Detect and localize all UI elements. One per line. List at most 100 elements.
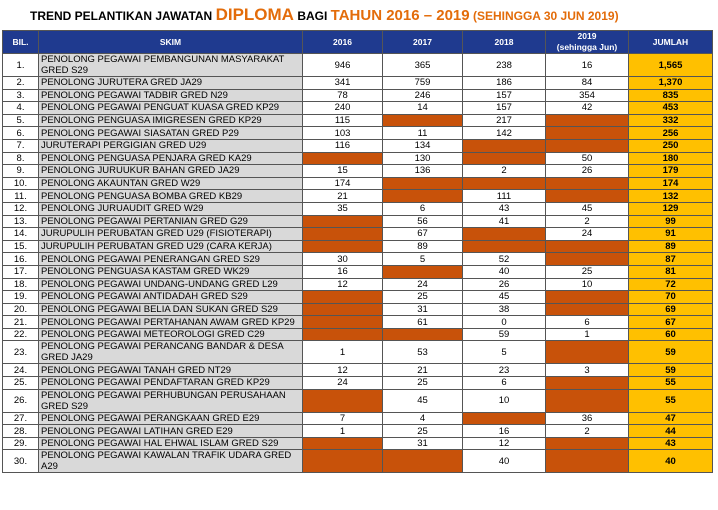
table-row: 6. PENOLONG PEGAWAI SIASATAN GRED P29 103 1… xyxy=(2,126,713,140)
cell-value: 111 xyxy=(462,189,546,203)
cell-value: 240 xyxy=(302,101,383,115)
cell-value: 115 xyxy=(302,113,383,128)
cell-value: 5 xyxy=(382,252,463,266)
cell-value: 43 xyxy=(462,201,546,216)
empty-cell xyxy=(302,214,383,229)
header-text: 2019 xyxy=(577,31,597,42)
table-row: 7. JURUTERAPI PERGIGIAN GRED U29 116 134 250 xyxy=(2,138,713,153)
table-row: 18. PENOLONG PEGAWAI UNDANG-UNDANG GRED L… xyxy=(2,277,713,292)
table-row: 25. PENOLONG PEGAWAI PENDAFTARAN GRED KP2… xyxy=(2,376,713,390)
cell-value: 25 xyxy=(382,290,463,304)
cell-value: 35 xyxy=(302,201,383,216)
row-number: 26. xyxy=(2,388,39,413)
total-value: 180 xyxy=(628,151,713,166)
cell-value: 1 xyxy=(545,327,629,342)
empty-cell xyxy=(382,327,463,342)
table-row: 29. PENOLONG PEGAWAI HAL EHWAL ISLAM GRED… xyxy=(2,436,713,451)
skim-name: PENOLONG PEGAWAI PENERANGAN GRED S29 xyxy=(38,252,303,266)
cell-value: 78 xyxy=(302,88,383,103)
table-row: 14. JURUPULIH PERUBATAN GRED U29 (FISIOTE… xyxy=(2,227,713,241)
total-value: 59 xyxy=(628,363,713,378)
cell-value: 11 xyxy=(382,126,463,140)
total-value: 59 xyxy=(628,340,713,365)
skim-name: PENOLONG JURUUKUR BAHAN GRED JA29 xyxy=(38,164,303,178)
skim-name: PENOLONG PENGUASA IMIGRESEN GRED KP29 xyxy=(38,113,303,128)
row-number: 8. xyxy=(2,151,39,166)
skim-name: PENOLONG PEGAWAI BELIA DAN SUKAN GRED S2… xyxy=(38,302,303,317)
table-row: 23. PENOLONG PEGAWAI PERANCANG BANDAR & D… xyxy=(2,340,713,365)
cell-value: 103 xyxy=(302,126,383,140)
row-number: 10. xyxy=(2,176,39,191)
header-cell: JUMLAH xyxy=(628,30,713,54)
skim-name: PENOLONG PEGAWAI PERANCANG BANDAR & DESA… xyxy=(38,340,303,365)
skim-name: PENOLONG PEGAWAI LATIHAN GRED E29 xyxy=(38,424,303,438)
total-value: 81 xyxy=(628,264,713,279)
title-highlight: TAHUN 2016 – 2019 xyxy=(330,7,470,24)
table-row: 15. JURUPULIH PERUBATAN GRED U29 (CARA KE… xyxy=(2,239,713,254)
cell-value: 16 xyxy=(302,264,383,279)
cell-value: 31 xyxy=(382,302,463,317)
total-value: 44 xyxy=(628,424,713,438)
empty-cell xyxy=(462,176,546,191)
empty-cell xyxy=(302,227,383,241)
cell-value: 157 xyxy=(462,88,546,103)
empty-cell xyxy=(302,327,383,342)
total-value: 174 xyxy=(628,176,713,191)
row-number: 21. xyxy=(2,315,39,329)
empty-cell xyxy=(382,449,463,474)
cell-value: 25 xyxy=(382,376,463,390)
cell-value: 24 xyxy=(382,277,463,292)
row-number: 3. xyxy=(2,88,39,103)
cell-value: 10 xyxy=(462,388,546,413)
row-number: 9. xyxy=(2,164,39,178)
cell-value: 14 xyxy=(382,101,463,115)
total-value: 256 xyxy=(628,126,713,140)
total-value: 89 xyxy=(628,239,713,254)
cell-value: 25 xyxy=(545,264,629,279)
cell-value: 186 xyxy=(462,76,546,90)
header-cell: 2017 xyxy=(382,30,463,54)
empty-cell xyxy=(545,340,629,365)
total-value: 72 xyxy=(628,277,713,292)
cell-value: 157 xyxy=(462,101,546,115)
title-highlight: (SEHINGGA 30 JUN 2019) xyxy=(472,9,619,23)
total-value: 55 xyxy=(628,388,713,413)
cell-value: 217 xyxy=(462,113,546,128)
empty-cell xyxy=(545,176,629,191)
cell-value: 136 xyxy=(382,164,463,178)
empty-cell xyxy=(302,290,383,304)
cell-value: 56 xyxy=(382,214,463,229)
header-cell: SKIM xyxy=(38,30,303,54)
cell-value: 61 xyxy=(382,315,463,329)
cell-value: 42 xyxy=(545,101,629,115)
empty-cell xyxy=(302,151,383,166)
empty-cell xyxy=(545,302,629,317)
cell-value: 52 xyxy=(462,252,546,266)
cell-value: 1 xyxy=(302,340,383,365)
empty-cell xyxy=(382,264,463,279)
header-text: (sehingga Jun) xyxy=(556,42,618,52)
empty-cell xyxy=(462,239,546,254)
table-row: 3. PENOLONG PEGAWAI TADBIR GRED N29 78 246 1… xyxy=(2,88,713,103)
row-number: 11. xyxy=(2,189,39,203)
cell-value: 238 xyxy=(462,53,546,77)
row-number: 5. xyxy=(2,113,39,128)
cell-value: 0 xyxy=(462,315,546,329)
table-row: 21. PENOLONG PEGAWAI PERTAHANAN AWAM GRED… xyxy=(2,315,713,329)
header-row: BIL. SKIM 2016 2017 2018 2019 (sehingga Jun) JU… xyxy=(2,30,713,54)
title-text: TREND PELANTIKAN JAWATAN xyxy=(30,9,213,23)
table-row: 22. PENOLONG PEGAWAI METEOROLOGI GRED C29… xyxy=(2,327,713,342)
cell-value: 4 xyxy=(382,411,463,426)
skim-name: PENOLONG PENGUASA PENJARA GRED KA29 xyxy=(38,151,303,166)
skim-name: PENOLONG PEGAWAI UNDANG-UNDANG GRED L29 xyxy=(38,277,303,292)
row-number: 13. xyxy=(2,214,39,229)
skim-name: JURUPULIH PERUBATAN GRED U29 (CARA KERJA… xyxy=(38,239,303,254)
cell-value: 341 xyxy=(302,76,383,90)
row-number: 6. xyxy=(2,126,39,140)
table-row: 17. PENOLONG PENGUASA KASTAM GRED WK29 16 4… xyxy=(2,264,713,279)
table-row: 8. PENOLONG PENGUASA PENJARA GRED KA29 130… xyxy=(2,151,713,166)
skim-name: PENOLONG PENGUASA BOMBA GRED KB29 xyxy=(38,189,303,203)
total-value: 87 xyxy=(628,252,713,266)
row-number: 27. xyxy=(2,411,39,426)
